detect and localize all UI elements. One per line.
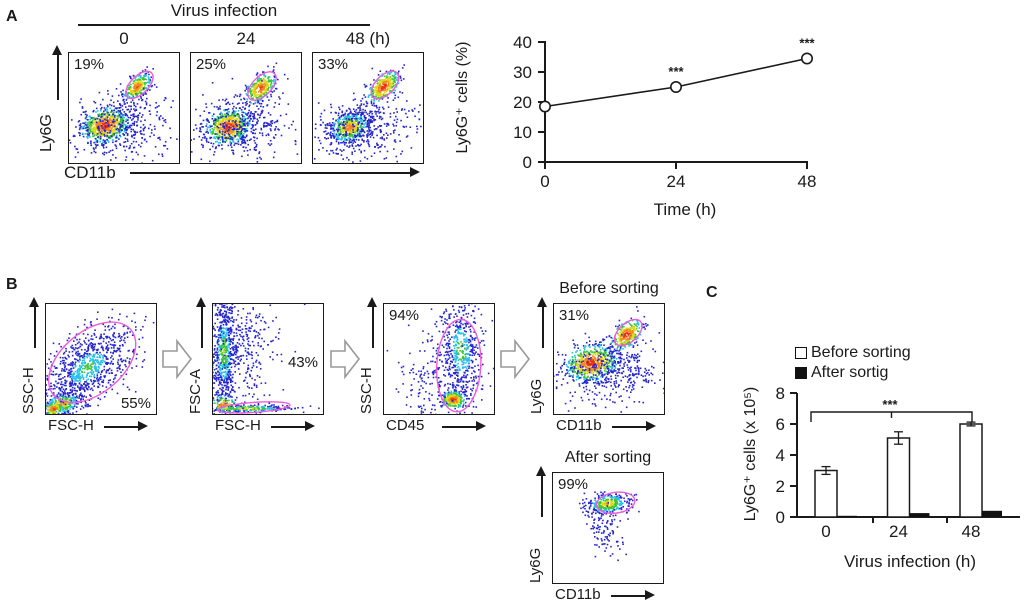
x-axis-line <box>442 426 478 428</box>
xlabel: CD45 <box>386 417 425 434</box>
xlabel: CD11b <box>556 417 602 434</box>
legend-open-square-icon <box>795 347 807 359</box>
flow-plot-a-48h: 33% <box>312 52 424 164</box>
timepoint-48: 48 (h) <box>345 29 391 48</box>
panel-a-ylabel: Ly6G <box>38 114 55 152</box>
y-arrowhead-icon <box>29 297 39 307</box>
flow-dot-plot <box>313 64 422 163</box>
flow-dot-plot <box>191 62 299 163</box>
gate-percentage: 55% <box>120 395 151 412</box>
y-axis-line <box>542 306 544 348</box>
timepoint-0: 0 <box>119 29 129 48</box>
svg-text:40: 40 <box>513 33 532 52</box>
panel-b-label: B <box>6 276 18 293</box>
x-axis-line <box>104 426 140 428</box>
timepoint-24: 24 <box>236 29 256 48</box>
x-axis-line <box>271 426 307 428</box>
ylabel: Ly6G <box>528 378 545 414</box>
line-chart-ylabel: Ly6G⁺ cells (%) <box>454 41 471 154</box>
bar-chart-xlabel: Virus infection (h) <box>844 552 976 571</box>
flow-plot-fsca-fsch: 43% FSC-A FSC-H <box>187 297 324 434</box>
y-axis-line <box>541 475 543 517</box>
svg-text:0: 0 <box>523 153 532 172</box>
xlabel: FSC-H <box>48 417 94 434</box>
flow-dot-plot <box>69 66 178 163</box>
legend-label: Before sorting <box>811 344 911 361</box>
flow-plot-ssch-cd45: 94% SSC-H CD45 <box>358 297 495 434</box>
xlabel: FSC-H <box>215 417 261 434</box>
y-axis-line <box>372 306 374 348</box>
gate-percentage: 19% <box>74 56 105 73</box>
panel-a-x-axis-line <box>130 172 412 174</box>
gate-percentage: 43% <box>287 354 318 371</box>
gate-percentage: 31% <box>559 307 590 324</box>
svg-text:24: 24 <box>667 172 686 191</box>
xlabel: CD11b <box>555 586 601 603</box>
gate-percentage: 33% <box>318 56 349 73</box>
gate-percentage: 94% <box>389 307 420 324</box>
flow-dot-plot <box>213 304 320 414</box>
y-arrowhead-icon <box>367 297 377 307</box>
x-arrowhead-icon <box>476 421 486 431</box>
bar-chart-ylabel: Ly6G⁺ cells (x 10⁵) <box>742 386 759 522</box>
line-chart: 0 10 20 30 40 0 24 48 *** *** <box>513 33 817 191</box>
panel-a-y-axis-line <box>57 54 59 100</box>
gate-percentage: 99% <box>558 476 589 493</box>
flow-plot-ssch-fsch: 55% SSC-H FSC-H <box>20 297 157 434</box>
panel-a-label: A <box>6 8 18 25</box>
x-arrowhead-icon <box>646 421 656 431</box>
legend-label: After sortig <box>811 364 889 381</box>
x-arrowhead-icon <box>305 421 315 431</box>
panel-a-x-arrowhead-icon <box>410 167 420 177</box>
ylabel: SSC-H <box>20 367 37 414</box>
x-arrowhead-icon <box>138 421 148 431</box>
x-axis-line <box>612 426 648 428</box>
svg-text:20: 20 <box>513 93 532 112</box>
y-axis-line <box>201 306 203 348</box>
flow-dot-plot <box>578 491 640 562</box>
ylabel: FSC-A <box>187 369 204 414</box>
flow-dot-plot <box>554 306 664 413</box>
line-chart-xlabel: Time (h) <box>653 200 717 219</box>
y-arrowhead-icon <box>536 466 546 476</box>
svg-text:48: 48 <box>798 172 817 191</box>
flow-plot-a-0h: 19% <box>68 52 180 164</box>
ylabel: SSC-H <box>358 367 375 414</box>
panel-c-label: C <box>706 284 718 301</box>
x-axis-line <box>611 595 647 597</box>
y-axis-line <box>34 306 36 348</box>
flow-arrow-icon <box>330 338 360 380</box>
plot-title: After sorting <box>564 449 652 466</box>
y-arrowhead-icon <box>537 297 547 307</box>
legend-filled-square-icon <box>795 367 807 379</box>
legend-item-after-sorting: After sortig <box>795 364 888 382</box>
flow-plot-after-sorting: After sorting 99% Ly6G CD11b <box>527 449 664 603</box>
flow-dot-plot <box>386 304 494 414</box>
y-arrowhead-icon <box>196 297 206 307</box>
gate-percentage: 25% <box>196 56 227 73</box>
svg-text:10: 10 <box>513 123 532 142</box>
legend-item-before-sorting: Before sorting <box>795 344 911 362</box>
virus-infection-header: Virus infection <box>78 1 370 26</box>
ylabel: Ly6G <box>527 547 544 583</box>
flow-plot-before-sorting: Before sorting 31% Ly6G CD11b <box>528 280 665 434</box>
panel-a-y-arrowhead-icon <box>52 45 62 55</box>
panel-a-xlabel: CD11b <box>64 163 116 182</box>
svg-text:0: 0 <box>540 172 549 191</box>
svg-text:***: *** <box>799 36 815 51</box>
plot-title: Before sorting <box>559 280 659 297</box>
svg-text:***: *** <box>668 64 684 79</box>
svg-text:30: 30 <box>513 63 532 82</box>
flow-arrow-icon <box>162 338 192 380</box>
x-arrowhead-icon <box>645 590 655 600</box>
flow-dot-plot <box>46 308 155 414</box>
flow-plot-a-24h: 25% <box>190 52 302 164</box>
flow-arrow-icon <box>500 338 530 380</box>
